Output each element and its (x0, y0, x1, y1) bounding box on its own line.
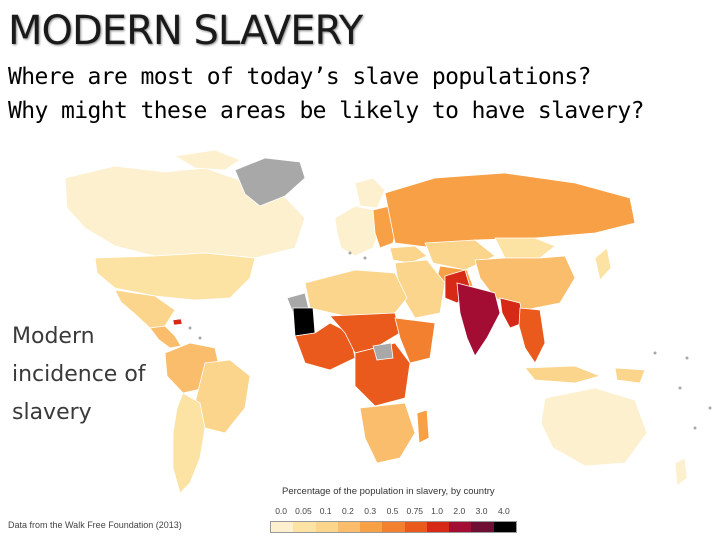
legend-swatch (293, 522, 316, 532)
legend-swatch (360, 522, 383, 532)
island-marker (198, 336, 202, 340)
region-papua (614, 367, 646, 384)
legend-tick-label: 1.0 (431, 506, 443, 516)
island-marker (685, 356, 689, 360)
region-russia (384, 172, 636, 249)
map-label-line-2: incidence of (12, 362, 146, 387)
legend-color-scale (270, 521, 517, 533)
legend-title: Percentage of the population in slavery,… (282, 486, 495, 497)
region-east-africa (394, 317, 436, 364)
legend-tick-label: 0.3 (364, 506, 377, 516)
island-marker (678, 386, 682, 390)
legend-tick-label: 0.05 (295, 506, 312, 516)
island-marker (693, 426, 697, 430)
island-marker (348, 251, 352, 255)
slide-title: MODERN SLAVERY (8, 8, 363, 54)
region-indonesia (524, 365, 602, 384)
legend-swatch (426, 522, 450, 532)
region-china (474, 255, 576, 311)
region-australia (540, 387, 648, 467)
region-brazil (194, 359, 251, 434)
region-greenland (234, 157, 306, 207)
region-mauritania (292, 307, 316, 337)
legend-tick-label: 2.0 (453, 506, 466, 516)
legend-tick-label: 3.0 (475, 506, 488, 516)
legend-swatch (382, 522, 405, 532)
legend-swatch (404, 522, 427, 532)
region-north-africa (304, 269, 408, 317)
island-marker (708, 406, 712, 410)
island-marker (363, 256, 367, 260)
legend-swatch (449, 522, 472, 532)
legend-swatch (271, 522, 294, 532)
island-marker (188, 326, 192, 330)
map-label: Modern incidence of slavery (12, 318, 152, 432)
region-turkey-caucasus (389, 245, 428, 264)
region-japan (594, 247, 612, 281)
region-usa (94, 252, 256, 301)
question-1: Where are most of today’s slave populati… (8, 64, 591, 90)
region-central-america (149, 325, 182, 349)
legend-tick-label: 0.5 (386, 506, 399, 516)
legend-tick-label: 0.2 (342, 506, 354, 516)
region-mongolia (494, 237, 556, 259)
legend-tick-label: 0.75 (406, 506, 424, 516)
region-india (456, 282, 501, 357)
data-source-note: Data from the Walk Free Foundation (2013… (8, 520, 182, 530)
legend-swatch (493, 522, 516, 532)
region-southeast-asia (518, 307, 546, 364)
region-western-europe (334, 205, 381, 257)
region-madagascar (416, 409, 430, 444)
island-marker (653, 351, 657, 355)
region-central-africa (354, 342, 411, 407)
region-sudan (372, 342, 394, 361)
legend-tick-label: 0.0 (275, 506, 288, 516)
region-new-zealand (674, 457, 688, 487)
legend-tick-labels: 0.0 0.05 0.1 0.2 0.3 0.5 0.75 1.0 2.0 3.0 4.0 (262, 506, 522, 518)
legend-swatch (471, 522, 494, 532)
region-southern-africa (359, 402, 416, 464)
region-bangladesh-myanmar (499, 297, 524, 329)
map-label-line-3: slavery (12, 400, 92, 425)
question-2: Why might these areas be likely to have … (8, 98, 644, 124)
legend-tick-label: 0.1 (319, 506, 332, 516)
region-scandinavia (354, 177, 386, 209)
legend-swatch (337, 522, 361, 532)
region-arctic-islands (173, 149, 241, 171)
legend-tick-label: 4.0 (497, 506, 510, 516)
region-haiti (172, 318, 183, 326)
legend-swatch (315, 522, 338, 532)
region-south-america-south (172, 392, 206, 494)
map-label-line-1: Modern (12, 324, 95, 349)
world-map (55, 148, 720, 508)
